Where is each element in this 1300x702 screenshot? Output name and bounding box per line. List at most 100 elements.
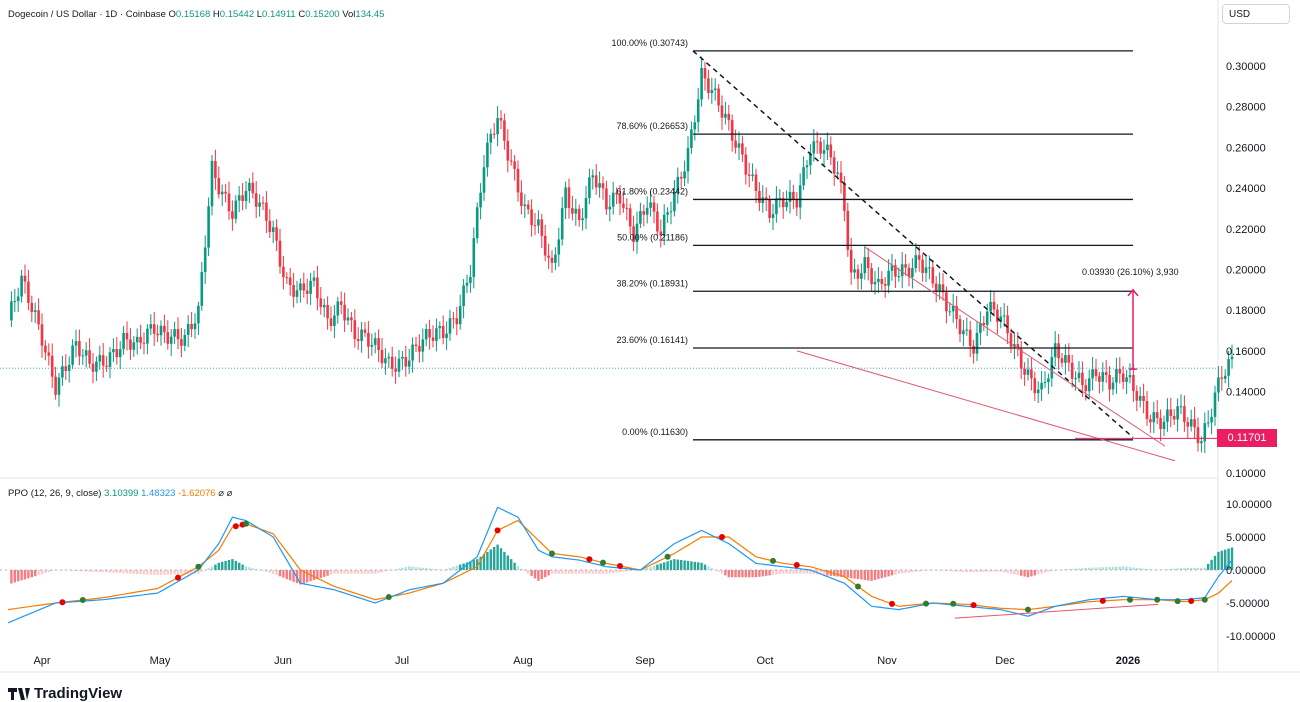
ppo-histogram-bar [996, 570, 999, 572]
ppo-histogram-bar [938, 570, 941, 571]
ppo-histogram-bar [183, 570, 186, 575]
candle-body [1230, 356, 1234, 360]
ppo-crossover-dot [1127, 596, 1133, 603]
ppo-histogram-bar [605, 570, 608, 574]
ppo-histogram-bar [741, 570, 744, 578]
candle-body [605, 188, 608, 210]
ppo-crossover-dot [1025, 606, 1031, 613]
candle-body [890, 265, 894, 271]
ppo-histogram-bar [523, 570, 526, 572]
price-tick-label: 0.10000 [1226, 468, 1266, 480]
candle-body [265, 202, 268, 221]
candle-body [985, 311, 989, 325]
ppo-histogram-bar [506, 555, 509, 570]
ppo-histogram-bar [1152, 569, 1155, 571]
candle-body [856, 269, 860, 279]
candle-body [707, 78, 710, 94]
ppo-histogram-bar [941, 570, 945, 571]
ppo-crossover-dot [770, 557, 776, 564]
candle-body [533, 225, 537, 227]
candle-body [1121, 373, 1125, 382]
ppo-histogram-bar [496, 544, 499, 570]
currency-selector[interactable]: USD [1222, 4, 1290, 24]
ppo-histogram-bar [268, 570, 271, 573]
ppo-histogram-bar [890, 570, 894, 576]
candle-body [934, 283, 938, 291]
candle-body [693, 122, 697, 130]
ppo-histogram-bar [673, 559, 676, 570]
ppo-histogram-bar [503, 551, 506, 570]
ppo-histogram-bar [357, 570, 360, 574]
tradingview-logo[interactable]: TradingView [8, 685, 122, 702]
candle-body [397, 358, 401, 372]
brand-label: TradingView [34, 685, 123, 702]
candle-body [285, 277, 289, 279]
ppo-histogram-bar [384, 570, 387, 572]
indicator-hidden-icons[interactable]: ⌀ ⌀ [218, 488, 233, 499]
candle-body [135, 336, 139, 343]
candle-body [234, 200, 238, 219]
ppo-crossover-dot [494, 527, 501, 534]
candle-body [577, 208, 581, 221]
candle-body [95, 361, 98, 372]
ppo-crossover-dot [600, 559, 606, 566]
candle-body [866, 257, 870, 269]
ppo-histogram-bar [601, 570, 605, 574]
candle-body [843, 182, 846, 211]
ppo-crossover-dot [793, 562, 800, 569]
ppo-histogram-bar [499, 548, 503, 570]
low-label: L [256, 9, 263, 20]
ppo-histogram-bar [771, 570, 775, 575]
candle-body [676, 176, 680, 193]
ppo-histogram-bar [156, 570, 159, 576]
ppo-histogram-bar [122, 570, 125, 574]
ppo-histogram-bar [802, 570, 805, 574]
candle-body [231, 211, 234, 219]
candle-body [13, 301, 17, 303]
ppo-histogram-bar [316, 570, 319, 580]
ppo-histogram-bar [710, 568, 713, 570]
ppo-histogram-bar [513, 562, 516, 570]
ppo-histogram-bar [533, 570, 537, 579]
candle-body [1115, 368, 1118, 383]
ppo-histogram-bar [1006, 570, 1009, 573]
price-tick-label: 0.24000 [1226, 183, 1266, 195]
candle-body [679, 176, 683, 179]
ppo-histogram-bar [431, 568, 435, 570]
candle-body [336, 301, 340, 316]
candle-body [1070, 362, 1074, 379]
candle-body [363, 329, 367, 333]
indicator-name[interactable]: PPO (12, 26, 9, close) [8, 488, 102, 499]
candle-body [523, 204, 527, 206]
ppo-histogram-bar [210, 566, 214, 570]
ppo-histogram-bar [809, 570, 812, 574]
ppo-histogram-bar [1047, 570, 1050, 572]
candle-body [659, 231, 663, 236]
indicator-header[interactable]: PPO (12, 26, 9, close) 3.10399 1.48323 -… [8, 488, 232, 499]
ppo-histogram-bar [911, 570, 914, 573]
ppo-histogram-bar [697, 562, 700, 570]
symbol-title[interactable]: Dogecoin / US Dollar · 1D · Coinbase [8, 9, 166, 20]
ppo-crossover-dot [889, 600, 895, 607]
ppo-histogram-bar [207, 568, 210, 570]
ppo-histogram-bar [95, 570, 98, 572]
candle-body [567, 187, 571, 209]
ppo-histogram-bar [217, 562, 220, 570]
candle-body [781, 197, 785, 208]
ppo-histogram-bar [652, 565, 656, 570]
ppo-histogram-bar [561, 570, 564, 574]
candle-body [941, 284, 945, 293]
ppo-histogram-bar [918, 570, 921, 572]
candle-body [448, 318, 452, 334]
candle-body [203, 247, 207, 273]
ppo-divergence-line [954, 603, 1159, 619]
candle-body [384, 358, 387, 364]
ppo-histogram-bar [642, 568, 645, 570]
candle-body [380, 350, 384, 364]
ppo-histogram-bar [282, 570, 285, 578]
open-value: 0.15168 [175, 9, 211, 20]
candle-body [190, 324, 193, 330]
candle-body [880, 278, 884, 285]
time-tick-label: Nov [877, 655, 897, 667]
ppo-histogram-bar [1193, 567, 1196, 570]
